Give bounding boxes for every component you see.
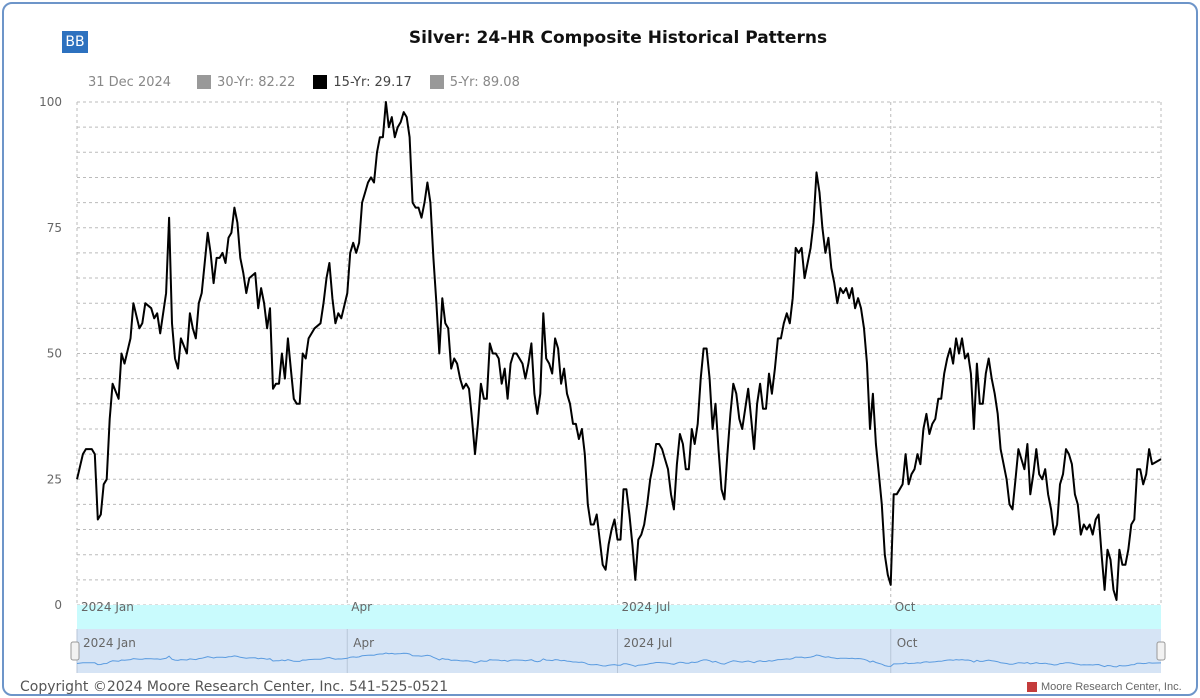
x-tick-label: Oct bbox=[895, 600, 916, 614]
navigator-right-handle[interactable] bbox=[1156, 641, 1166, 661]
legend-item-5yr[interactable]: 5-Yr: 89.08 bbox=[429, 74, 520, 90]
y-tick-label: 75 bbox=[47, 221, 62, 235]
y-tick-label: 100 bbox=[39, 95, 62, 109]
zero-band bbox=[77, 605, 1161, 629]
legend: 31 Dec 2024 30-Yr: 82.22 15-Yr: 29.17 5-… bbox=[88, 72, 538, 92]
legend-date: 31 Dec 2024 bbox=[88, 74, 172, 90]
legend-label-15yr: 15-Yr: bbox=[333, 74, 371, 90]
y-tick-label: 0 bbox=[54, 598, 62, 612]
navigator[interactable]: 2024 Jan Apr 2024 Jul Oct bbox=[70, 629, 1166, 673]
navigator-tick-label: Oct bbox=[897, 636, 918, 650]
brand-logo-icon bbox=[1027, 682, 1037, 692]
navigator-tick-label: 2024 Jul bbox=[624, 636, 673, 650]
navigator-background bbox=[77, 629, 1161, 673]
navigator-tick-label: Apr bbox=[353, 636, 374, 650]
grid-layer bbox=[76, 101, 1162, 606]
legend-value-5yr: 89.08 bbox=[482, 74, 520, 90]
legend-label-30yr: 30-Yr: bbox=[217, 74, 255, 90]
legend-value-30yr: 82.22 bbox=[258, 74, 296, 90]
legend-item-30yr[interactable]: 30-Yr: 82.22 bbox=[197, 75, 295, 90]
brand-link[interactable]: Moore Research Center, Inc. bbox=[1027, 681, 1182, 693]
x-axis-ticks: 2024 Jan Apr 2024 Jul Oct bbox=[81, 600, 916, 614]
legend-swatch-15yr bbox=[313, 75, 328, 89]
x-tick-label: 2024 Jan bbox=[81, 600, 134, 614]
x-tick-label: Apr bbox=[351, 600, 372, 614]
legend-label-5yr: 5-Yr: bbox=[449, 74, 479, 90]
chart-title: Silver: 24-HR Composite Historical Patte… bbox=[408, 28, 828, 48]
series-line-15yr bbox=[76, 101, 1162, 601]
legend-item-15yr[interactable]: 15-Yr: 29.17 bbox=[313, 74, 412, 90]
y-tick-label: 50 bbox=[47, 347, 62, 361]
y-axis-ticks: 0 25 50 75 100 bbox=[39, 95, 62, 612]
legend-swatch-5yr bbox=[429, 75, 444, 89]
navigator-left-handle[interactable] bbox=[70, 641, 80, 661]
legend-swatch-30yr bbox=[197, 75, 212, 89]
brand-text: Moore Research Center, Inc. bbox=[1041, 681, 1182, 693]
legend-value-15yr: 29.17 bbox=[374, 74, 412, 90]
y-tick-label: 25 bbox=[47, 472, 62, 486]
navigator-tick-label: 2024 Jan bbox=[83, 636, 136, 650]
navigator-ticks: 2024 Jan Apr 2024 Jul Oct bbox=[83, 636, 918, 650]
copyright-text: Copyright ©2024 Moore Research Center, I… bbox=[20, 679, 449, 695]
x-tick-label: 2024 Jul bbox=[622, 600, 671, 614]
bb-badge-button[interactable]: BB bbox=[62, 31, 88, 53]
navigator-series-line bbox=[76, 652, 1162, 668]
